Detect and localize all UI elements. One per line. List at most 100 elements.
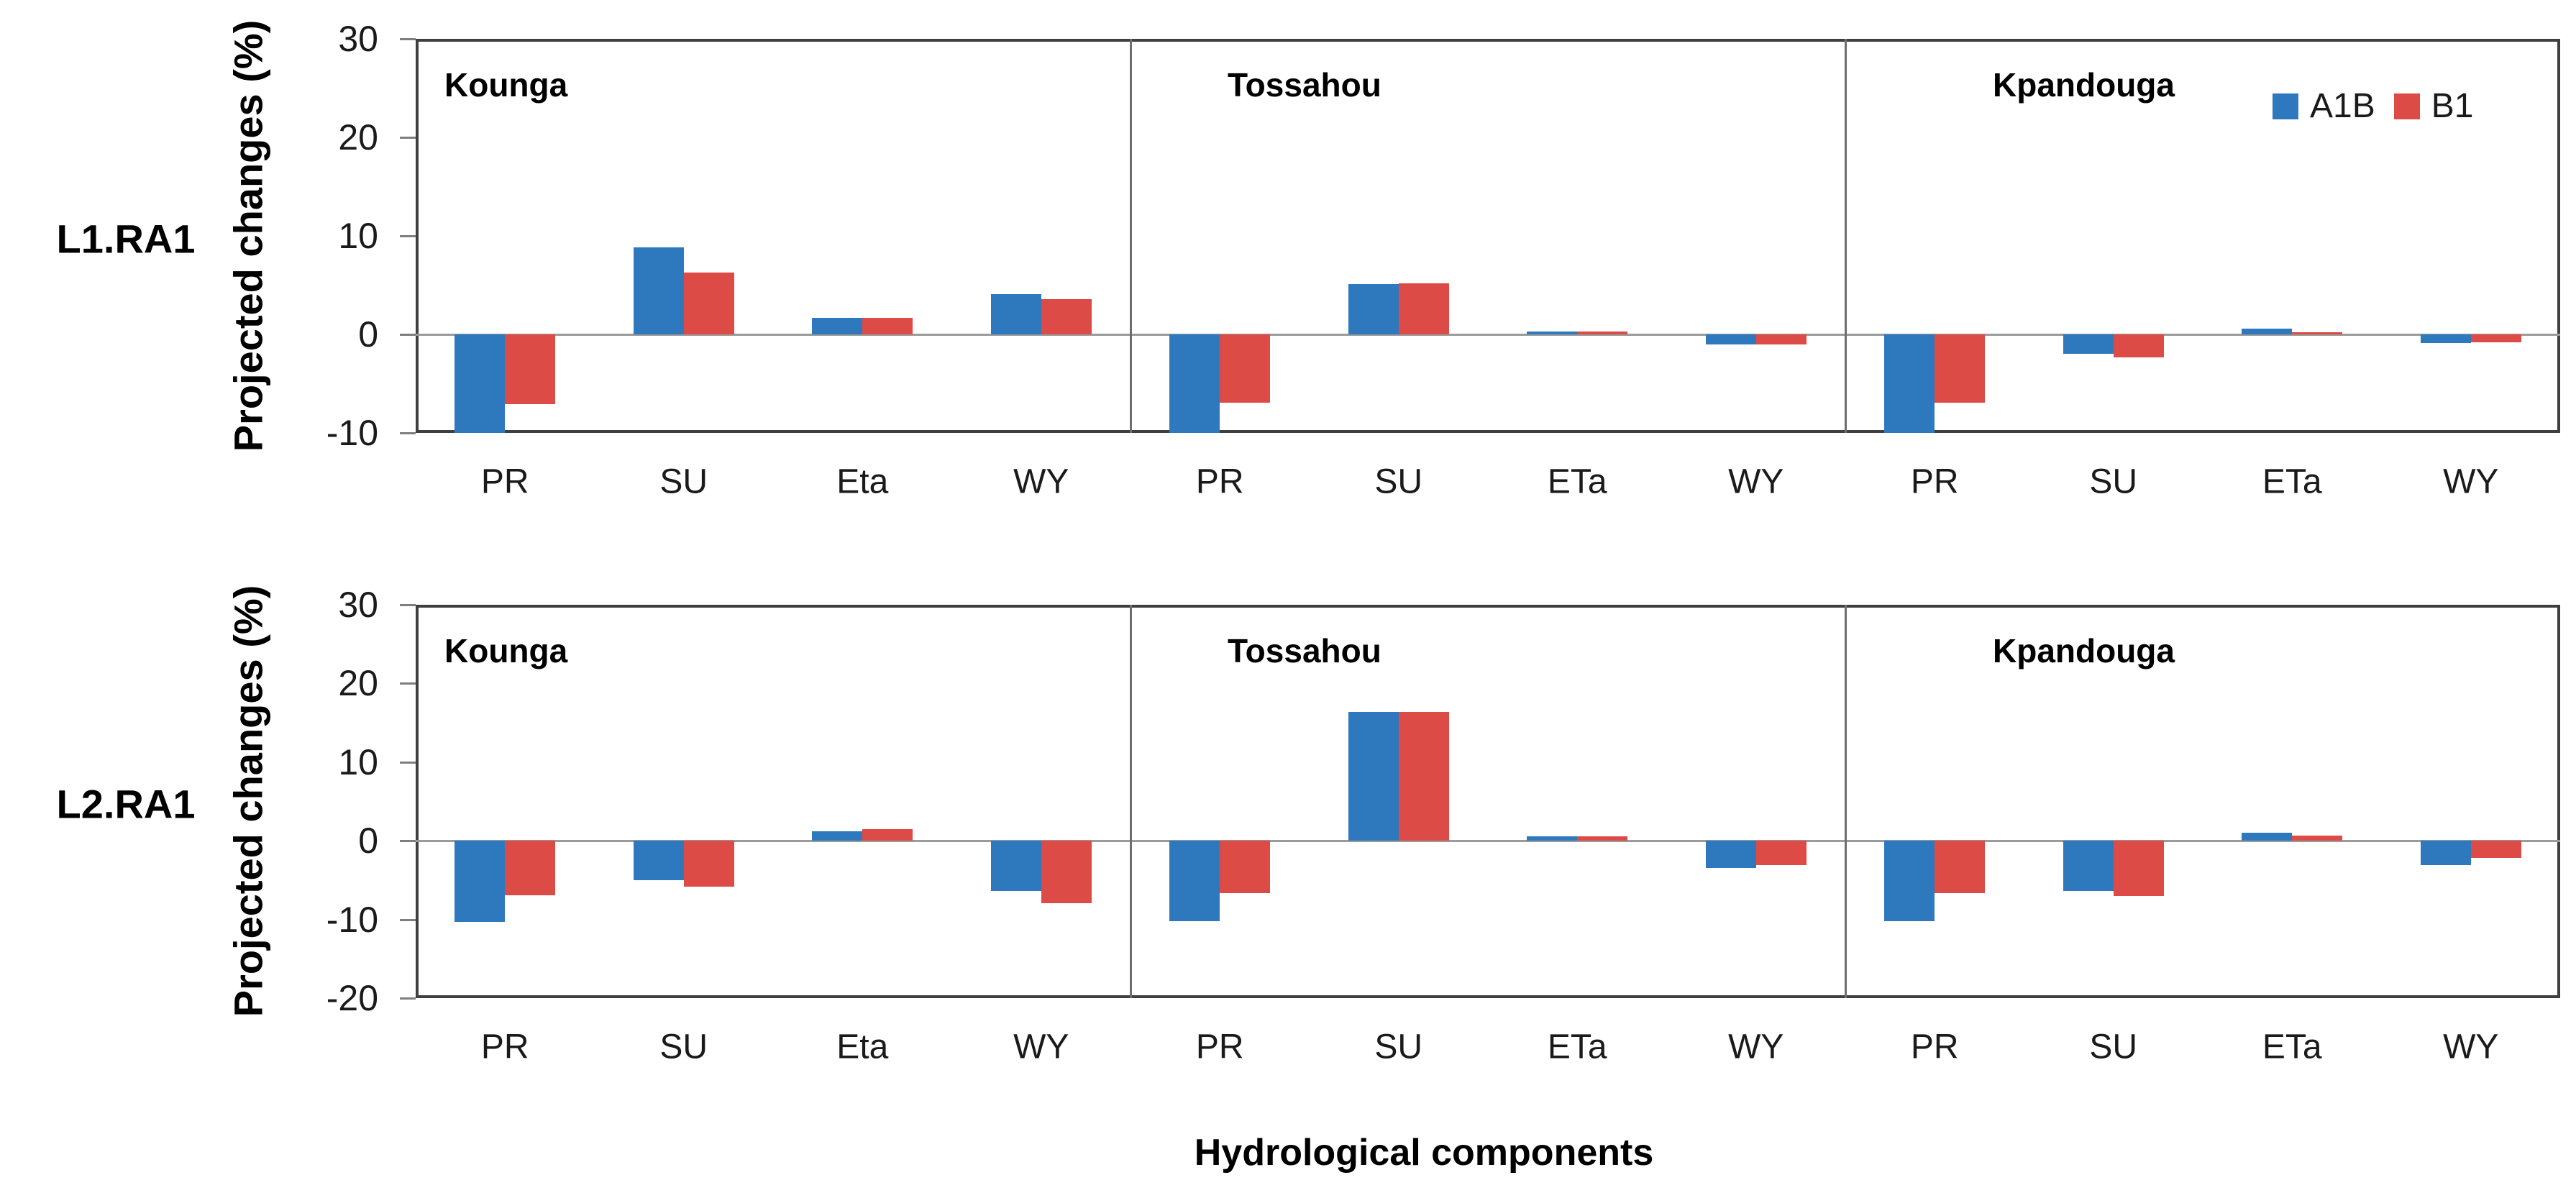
bar-a1b-su-kounga bbox=[633, 247, 684, 334]
panel-title-kpandouga: Kpandouga bbox=[1993, 632, 2175, 669]
bar-b1-wy-kounga bbox=[1041, 841, 1092, 903]
bar-a1b-wy-kpandouga bbox=[2420, 334, 2471, 344]
zero-gridline-row1 bbox=[416, 334, 2560, 336]
y-tick-label: 20 bbox=[338, 117, 378, 157]
plot-area-border-row1 bbox=[416, 39, 2560, 433]
bar-a1b-eta-kounga bbox=[812, 831, 863, 841]
bar-a1b-eta-kounga bbox=[812, 317, 863, 334]
y-tick-label: 20 bbox=[338, 663, 378, 704]
y-tick-mark bbox=[400, 137, 416, 139]
x-tick-label-wy: WY bbox=[1728, 462, 1784, 501]
x-tick-label-pr: PR bbox=[480, 462, 529, 501]
bar-b1-wy-tossahou bbox=[1755, 334, 1807, 344]
x-tick-label-eta: ETa bbox=[1547, 1028, 1607, 1066]
bar-a1b-wy-kounga bbox=[990, 841, 1041, 892]
y-tick-label: 10 bbox=[338, 741, 378, 782]
bar-b1-wy-kpandouga bbox=[2470, 334, 2521, 342]
bar-a1b-su-tossahou bbox=[1348, 284, 1399, 334]
bar-b1-eta-kounga bbox=[862, 317, 913, 334]
bar-a1b-pr-kounga bbox=[455, 841, 506, 922]
y-tick-mark bbox=[400, 918, 416, 921]
bar-a1b-su-tossahou bbox=[1348, 711, 1399, 841]
bar-b1-pr-kounga bbox=[505, 334, 556, 405]
bar-b1-pr-kpandouga bbox=[1935, 334, 1986, 403]
bar-a1b-pr-kpandouga bbox=[1884, 334, 1935, 433]
bar-b1-wy-kpandouga bbox=[2470, 841, 2521, 859]
y-tick-mark bbox=[400, 235, 416, 237]
a1b-series-swatch-icon bbox=[2273, 93, 2298, 119]
panel-title-tossahou: Tossahou bbox=[1228, 632, 1381, 669]
y-tick-mark bbox=[400, 604, 416, 606]
b1-series-swatch-icon bbox=[2393, 93, 2420, 119]
bar-b1-su-kpandouga bbox=[2113, 334, 2164, 357]
bar-a1b-pr-tossahou bbox=[1169, 334, 1220, 433]
x-tick-label-pr: PR bbox=[480, 1028, 529, 1066]
y-tick-mark bbox=[400, 682, 416, 685]
zero-gridline-row2 bbox=[416, 840, 2560, 843]
y-tick-mark bbox=[400, 997, 416, 1000]
bar-a1b-pr-kounga bbox=[455, 334, 506, 433]
y-tick-mark bbox=[400, 761, 416, 764]
x-tick-label-wy: WY bbox=[1013, 1028, 1069, 1066]
bar-b1-eta-kpandouga bbox=[2292, 332, 2343, 334]
x-tick-label-su: SU bbox=[2089, 462, 2138, 501]
panel-title-kpandouga: Kpandouga bbox=[1993, 66, 2175, 104]
panel-title-tossahou: Tossahou bbox=[1228, 66, 1381, 104]
legend-item-a1b: A1B bbox=[2273, 86, 2375, 126]
panel-divider bbox=[1845, 39, 1847, 433]
bar-a1b-eta-kpandouga bbox=[2242, 328, 2293, 334]
bar-a1b-pr-tossahou bbox=[1169, 841, 1220, 921]
x-tick-label-eta: ETa bbox=[2262, 462, 2322, 501]
legend-item-b1: B1 bbox=[2393, 86, 2473, 126]
bar-b1-pr-tossahou bbox=[1220, 841, 1271, 894]
panel-title-kounga: Kounga bbox=[444, 632, 568, 669]
panel-title-kounga: Kounga bbox=[444, 66, 568, 104]
y-tick-label: -10 bbox=[326, 413, 378, 453]
bar-a1b-eta-tossahou bbox=[1527, 331, 1578, 334]
x-tick-label-pr: PR bbox=[1195, 462, 1244, 501]
bar-b1-pr-kounga bbox=[505, 841, 556, 895]
bar-a1b-su-kpandouga bbox=[2063, 841, 2114, 892]
x-tick-label-eta: Eta bbox=[836, 1028, 889, 1066]
x-tick-label-wy: WY bbox=[1728, 1028, 1784, 1066]
bar-b1-wy-kounga bbox=[1041, 298, 1092, 334]
bar-b1-su-kpandouga bbox=[2113, 841, 2164, 896]
bar-a1b-su-kounga bbox=[633, 841, 684, 880]
y-tick-label: 0 bbox=[358, 821, 378, 861]
x-tick-label-pr: PR bbox=[1195, 1028, 1244, 1066]
panel-divider bbox=[1845, 605, 1847, 998]
bar-a1b-eta-tossahou bbox=[1527, 836, 1578, 841]
bar-b1-pr-kpandouga bbox=[1935, 841, 1986, 894]
x-tick-label-su: SU bbox=[1374, 462, 1423, 501]
x-tick-label-wy: WY bbox=[2443, 462, 2499, 501]
x-tick-label-su: SU bbox=[659, 1028, 708, 1066]
bar-a1b-su-kpandouga bbox=[2063, 334, 2114, 355]
y-tick-label: 30 bbox=[338, 585, 378, 625]
bar-b1-eta-kounga bbox=[862, 828, 913, 841]
bar-b1-su-tossahou bbox=[1398, 283, 1449, 334]
x-axis-title: Hydrological components bbox=[1194, 1132, 1654, 1174]
x-tick-label-wy: WY bbox=[2443, 1028, 2499, 1066]
panel-divider bbox=[1130, 39, 1132, 433]
bar-a1b-eta-kpandouga bbox=[2242, 833, 2293, 841]
x-tick-label-wy: WY bbox=[1013, 462, 1069, 501]
x-tick-label-eta: ETa bbox=[2262, 1028, 2322, 1066]
y-tick-mark bbox=[400, 432, 416, 434]
bar-b1-eta-tossahou bbox=[1577, 836, 1628, 841]
legend-label-a1b: A1B bbox=[2310, 87, 2375, 125]
y-tick-label: -10 bbox=[326, 899, 378, 940]
bar-b1-su-kounga bbox=[683, 841, 734, 887]
bar-b1-wy-tossahou bbox=[1755, 841, 1807, 866]
legend: A1B B1 bbox=[2273, 86, 2473, 126]
y-tick-mark bbox=[400, 38, 416, 40]
x-tick-label-su: SU bbox=[2089, 1028, 2138, 1066]
y-tick-label: -20 bbox=[326, 978, 378, 1018]
bar-b1-su-kounga bbox=[683, 272, 734, 334]
y-tick-label: 30 bbox=[338, 19, 378, 59]
bar-b1-pr-tossahou bbox=[1220, 334, 1271, 403]
bar-a1b-pr-kpandouga bbox=[1884, 841, 1935, 921]
x-tick-label-pr: PR bbox=[1910, 462, 1959, 501]
row-label-l2ra1: L2.RA1 bbox=[56, 781, 196, 827]
